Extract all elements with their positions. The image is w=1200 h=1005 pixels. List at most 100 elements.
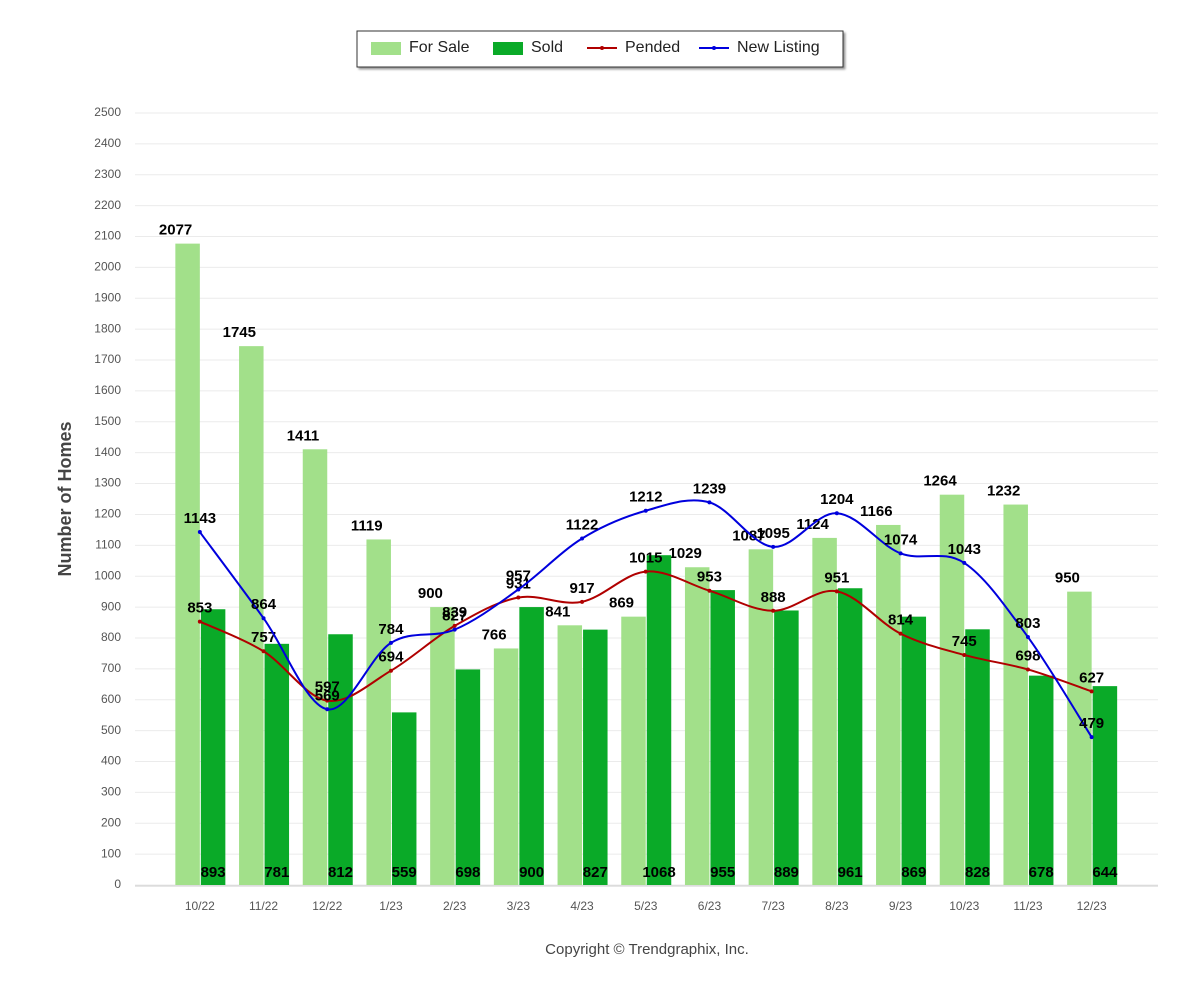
data-label: 766 [482,626,507,643]
point [1025,667,1030,672]
x-tick-label: 1/23 [379,899,403,913]
x-tick-label: 12/22 [312,899,342,913]
bar [557,625,583,885]
data-label: 900 [418,585,443,602]
legend-marker [712,46,716,50]
x-tick-label: 10/22 [185,899,215,913]
bar [901,616,927,885]
point [197,619,202,624]
y-tick-label: 1500 [94,414,121,428]
bar [710,590,735,885]
point [452,623,457,628]
y-tick-label: 2400 [94,136,121,150]
y-tick-label: 800 [101,630,121,644]
data-label: 784 [378,621,404,638]
data-label: 917 [570,580,595,597]
point [516,595,521,600]
data-label: 1074 [884,531,918,548]
bar [366,539,391,885]
point [643,569,648,574]
y-tick-label: 2300 [94,167,121,181]
point [962,652,967,657]
point [580,599,585,604]
data-label: 678 [1029,864,1054,881]
data-label: 864 [251,596,277,613]
point [898,551,903,556]
bar [175,243,200,885]
data-label: 1043 [948,541,981,558]
legend-label: Pended [625,39,680,56]
bar [1092,686,1118,885]
data-label: 1204 [820,491,854,508]
y-tick-label: 400 [101,754,121,768]
data-label: 698 [455,864,480,881]
data-label: 828 [965,864,990,881]
y-tick-label: 500 [101,723,121,737]
y-tick-label: 1100 [95,537,121,551]
legend-label: New Listing [737,39,820,56]
x-tick-label: 6/23 [698,899,722,913]
y-tick-label: 1400 [94,445,121,459]
data-label: 644 [1092,864,1118,881]
data-label: 869 [609,595,634,612]
legend-swatch [371,42,401,55]
x-tick-label: 10/23 [949,899,979,913]
data-label: 1411 [287,427,320,444]
bar [774,610,799,885]
data-label: 803 [1015,615,1040,632]
bar [1067,591,1092,885]
y-tick-label: 2000 [94,260,121,274]
y-tick-label: 300 [101,785,121,799]
y-tick-label: 600 [101,692,121,706]
y-tick-label: 100 [101,846,121,860]
y-tick-label: 200 [101,815,121,829]
legend: For Sale Sold Pended New Listing [371,39,820,56]
legend-swatch [493,42,523,55]
bar [837,588,863,885]
data-label: 1166 [860,503,893,520]
point [962,560,967,565]
y-tick-label: 2100 [94,229,121,243]
y-tick-label: 2200 [94,198,121,212]
data-label: 814 [888,612,914,629]
data-label: 951 [824,569,849,586]
data-label: 853 [187,600,212,617]
y-tick-label: 0 [114,877,121,891]
point [388,640,393,645]
y-tick-label: 1300 [94,476,121,490]
y-tick-label: 2500 [94,105,121,119]
data-label: 812 [328,864,353,881]
x-tick-label: 11/22 [249,899,278,913]
data-label: 839 [442,604,467,621]
bar [200,609,226,885]
x-tick-label: 12/23 [1077,899,1107,913]
data-label: 597 [315,679,340,696]
bar [621,616,646,885]
data-label: 1212 [629,489,662,506]
data-label: 569 [315,687,340,704]
data-label: 757 [251,629,276,646]
bar [1003,504,1028,885]
data-label: 559 [392,864,417,881]
data-label: 694 [378,649,404,666]
point [197,530,202,535]
point [325,707,330,712]
data-label: 781 [264,864,289,881]
data-label: 957 [506,567,531,584]
data-label: 827 [442,608,467,625]
point [516,587,521,592]
legend-label: For Sale [409,39,470,56]
point [834,589,839,594]
data-label: 950 [1055,570,1080,587]
y-tick-label: 1900 [94,290,121,304]
bar [519,607,544,885]
data-label: 1239 [693,480,726,497]
point [771,544,776,549]
bar [684,567,710,885]
bar [748,549,774,885]
point [898,631,903,636]
x-tick-label: 7/23 [761,899,785,913]
data-label: 827 [583,864,608,881]
y-tick-label: 1700 [94,352,121,366]
data-label: 889 [774,864,799,881]
